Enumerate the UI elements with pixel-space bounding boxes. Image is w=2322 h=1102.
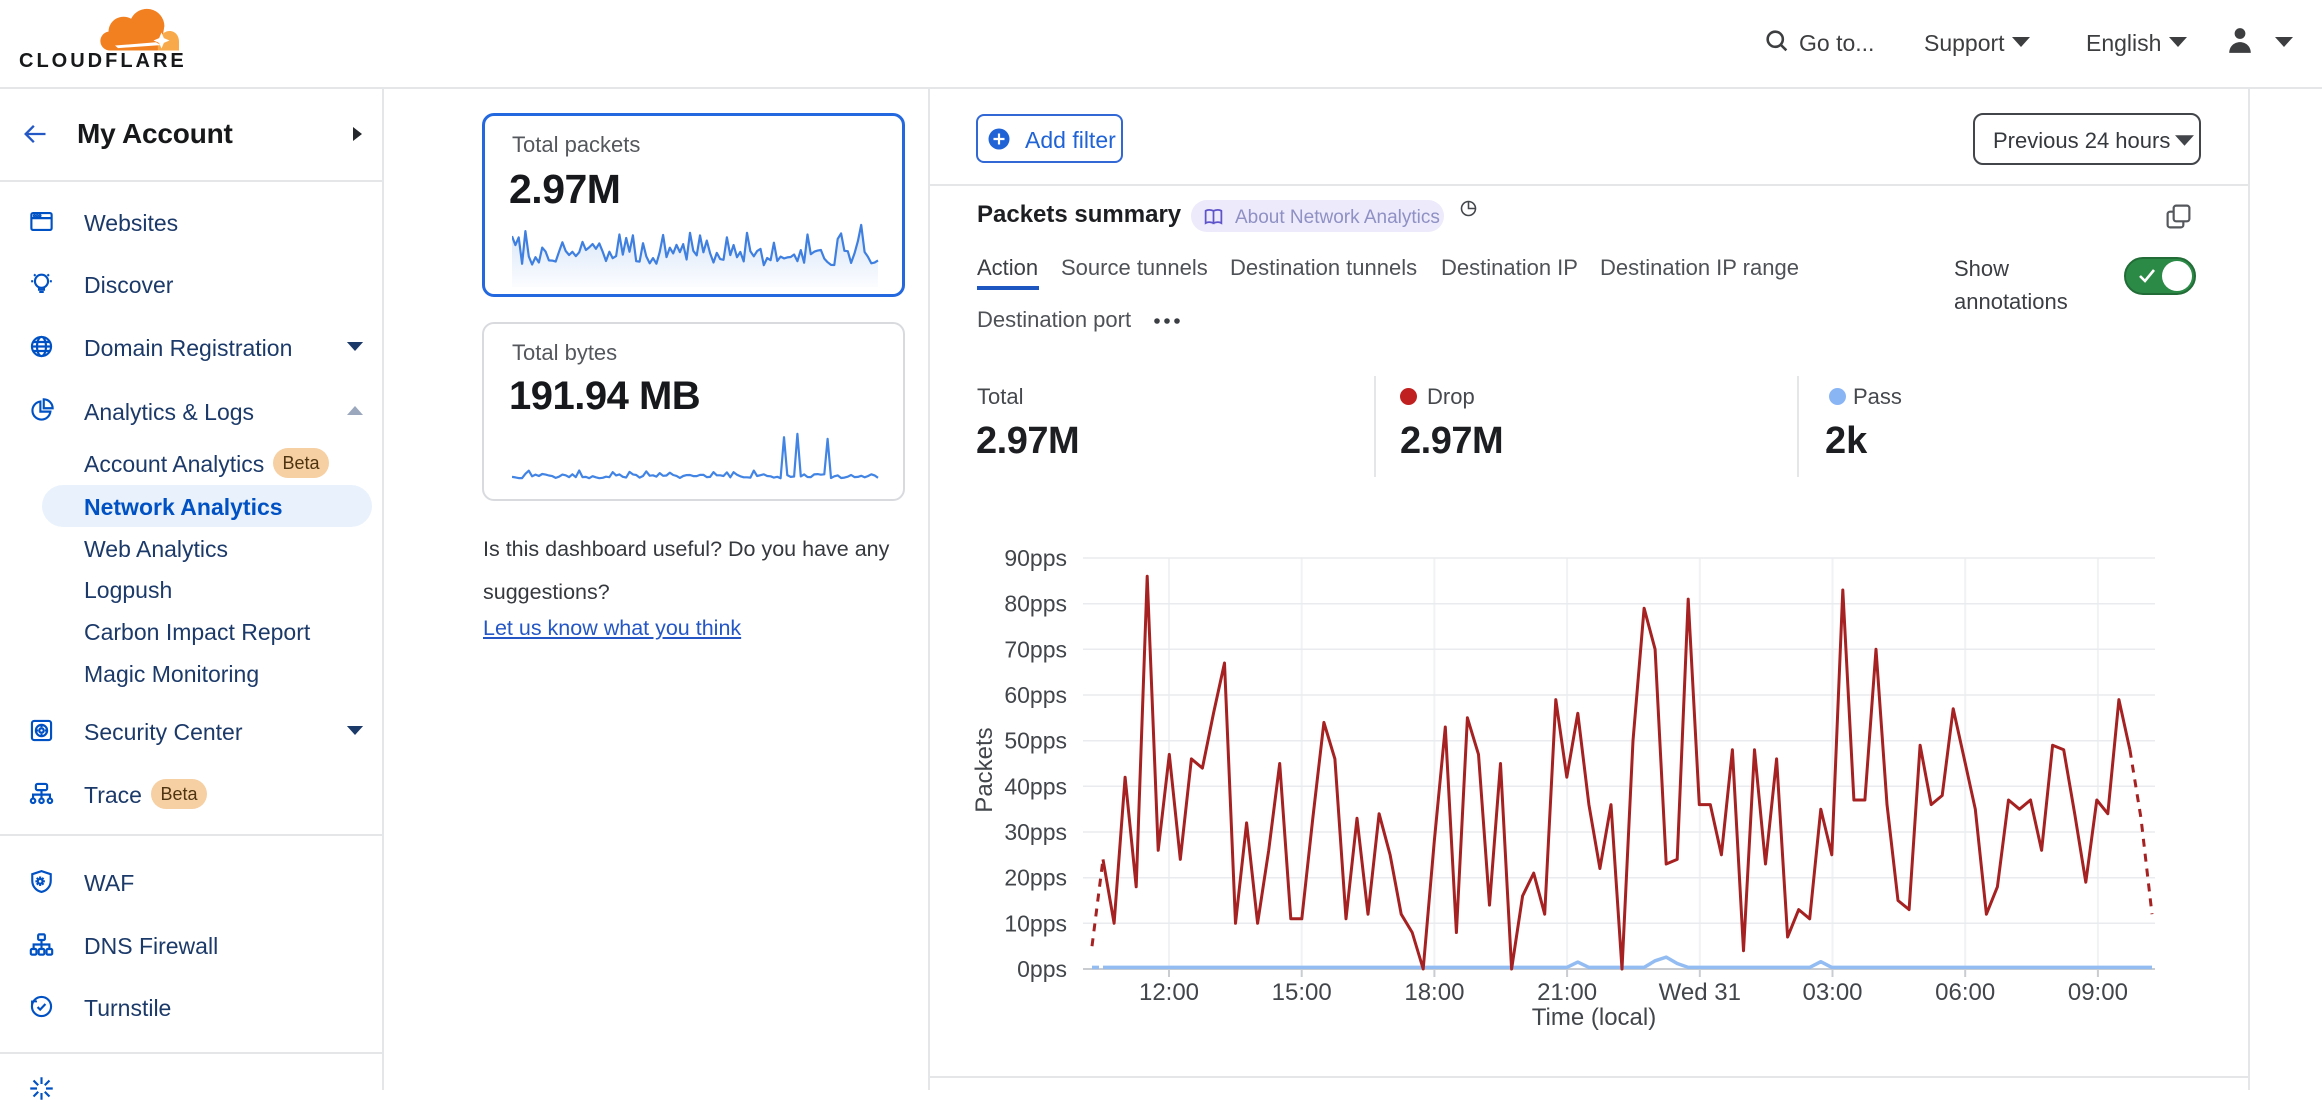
svg-text:12:00: 12:00 bbox=[1139, 979, 1199, 1006]
svg-text:21:00: 21:00 bbox=[1537, 979, 1597, 1006]
svg-text:0pps: 0pps bbox=[1017, 956, 1067, 982]
svg-text:50pps: 50pps bbox=[1004, 728, 1067, 754]
svg-text:80pps: 80pps bbox=[1004, 591, 1067, 617]
svg-text:30pps: 30pps bbox=[1004, 819, 1067, 845]
svg-text:03:00: 03:00 bbox=[1802, 979, 1862, 1006]
svg-text:18:00: 18:00 bbox=[1404, 979, 1464, 1006]
svg-text:15:00: 15:00 bbox=[1272, 979, 1332, 1006]
svg-text:06:00: 06:00 bbox=[1935, 979, 1995, 1006]
svg-text:90pps: 90pps bbox=[1004, 545, 1067, 571]
svg-text:70pps: 70pps bbox=[1004, 636, 1067, 662]
svg-text:20pps: 20pps bbox=[1004, 865, 1067, 891]
svg-text:Packets: Packets bbox=[971, 727, 998, 812]
svg-text:Time (local): Time (local) bbox=[1532, 1004, 1656, 1031]
svg-text:09:00: 09:00 bbox=[2068, 979, 2128, 1006]
svg-text:10pps: 10pps bbox=[1004, 910, 1067, 936]
svg-text:Wed 31: Wed 31 bbox=[1659, 979, 1741, 1006]
svg-text:40pps: 40pps bbox=[1004, 773, 1067, 799]
svg-text:60pps: 60pps bbox=[1004, 682, 1067, 708]
